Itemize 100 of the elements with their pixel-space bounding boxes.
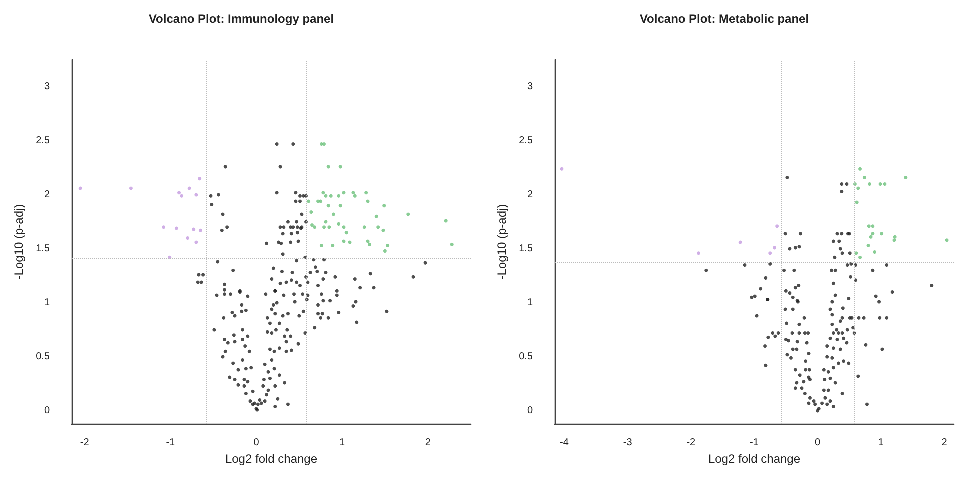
- point: [352, 191, 356, 195]
- y-tick-label: 1.5: [36, 244, 50, 255]
- point: [383, 249, 387, 253]
- point: [374, 214, 378, 218]
- x-tick-label: 2: [942, 438, 948, 448]
- point: [883, 182, 887, 186]
- y-tick-label: 3: [527, 82, 534, 93]
- x-tick-label: -1: [750, 438, 760, 448]
- x-tick-label: 1: [878, 438, 884, 448]
- point: [180, 194, 184, 198]
- point: [871, 224, 875, 228]
- point: [326, 204, 330, 208]
- point: [862, 176, 866, 180]
- x-tick-label: -3: [623, 438, 633, 448]
- y-axis-title: -Log10 (p-adj): [495, 204, 510, 280]
- point: [880, 232, 884, 236]
- point: [873, 250, 877, 254]
- point: [382, 228, 386, 232]
- x-tick-label: -2: [686, 438, 696, 448]
- point: [310, 210, 314, 214]
- point: [307, 200, 311, 204]
- y-tick-label: 1.5: [519, 244, 534, 255]
- point: [344, 231, 348, 235]
- y-axis-title: -Log10 (p-adj): [12, 204, 26, 280]
- point: [738, 240, 742, 244]
- point: [776, 224, 780, 228]
- point: [362, 226, 366, 230]
- point: [192, 228, 196, 232]
- point: [444, 219, 448, 223]
- point: [198, 177, 202, 181]
- x-tick-label: -2: [80, 438, 90, 448]
- point: [368, 242, 372, 246]
- x-tick-label: 0: [815, 438, 822, 448]
- point: [869, 235, 873, 239]
- point: [331, 244, 335, 248]
- point: [329, 194, 333, 198]
- point: [867, 224, 871, 228]
- point: [866, 244, 870, 248]
- point: [174, 226, 178, 230]
- point: [376, 226, 380, 230]
- x-axis-title: Log2 fold change: [225, 452, 318, 466]
- y-tick-label: 1: [527, 298, 534, 309]
- point: [322, 226, 326, 230]
- point: [904, 176, 908, 180]
- y-tick-label: 0.5: [36, 352, 50, 363]
- point: [406, 212, 410, 216]
- point: [332, 212, 336, 216]
- point: [892, 238, 896, 242]
- y-tick-label: 0: [527, 406, 534, 417]
- point: [129, 186, 133, 190]
- point: [313, 226, 317, 230]
- x-tick-label: -4: [560, 438, 570, 448]
- x-tick-label: -1: [166, 438, 176, 448]
- point: [337, 194, 341, 198]
- y-tick-label: 2: [44, 190, 50, 201]
- point: [773, 246, 777, 250]
- point: [697, 252, 701, 256]
- point: [328, 226, 332, 230]
- point: [560, 167, 564, 171]
- y-tick-label: 2.5: [519, 136, 534, 147]
- x-tick-label: 1: [340, 438, 346, 448]
- point: [162, 226, 166, 230]
- chart-title: Volcano Plot: Immunology panel: [148, 12, 334, 26]
- point: [322, 142, 326, 146]
- point: [194, 240, 198, 244]
- point: [364, 191, 368, 195]
- point: [450, 242, 454, 246]
- point: [310, 224, 314, 228]
- point: [186, 236, 190, 240]
- point: [342, 191, 346, 195]
- point: [320, 244, 324, 248]
- point: [178, 191, 182, 195]
- point: [858, 256, 862, 260]
- point: [854, 252, 858, 256]
- point: [353, 194, 357, 198]
- point: [386, 244, 390, 248]
- point: [326, 165, 330, 169]
- point: [858, 167, 862, 171]
- x-tick-label: 2: [425, 438, 432, 448]
- point: [893, 235, 897, 239]
- point: [322, 191, 326, 195]
- point: [338, 204, 342, 208]
- y-tick-label: 2: [527, 190, 534, 201]
- point: [871, 232, 875, 236]
- y-tick-label: 2.5: [36, 136, 50, 147]
- x-tick-label: 0: [254, 438, 260, 448]
- y-tick-label: 0.5: [519, 352, 534, 363]
- point: [188, 186, 192, 190]
- chart-title: Volcano Plot: Metabolic panel: [640, 12, 810, 26]
- point: [194, 193, 198, 197]
- point: [878, 182, 882, 186]
- point: [855, 200, 859, 204]
- point: [945, 238, 949, 242]
- y-tick-label: 1: [44, 298, 50, 309]
- point: [78, 186, 82, 190]
- point: [319, 200, 323, 204]
- point: [338, 165, 342, 169]
- x-axis-title: Log2 fold change: [708, 452, 801, 466]
- point: [856, 186, 860, 190]
- y-tick-label: 0: [44, 406, 50, 417]
